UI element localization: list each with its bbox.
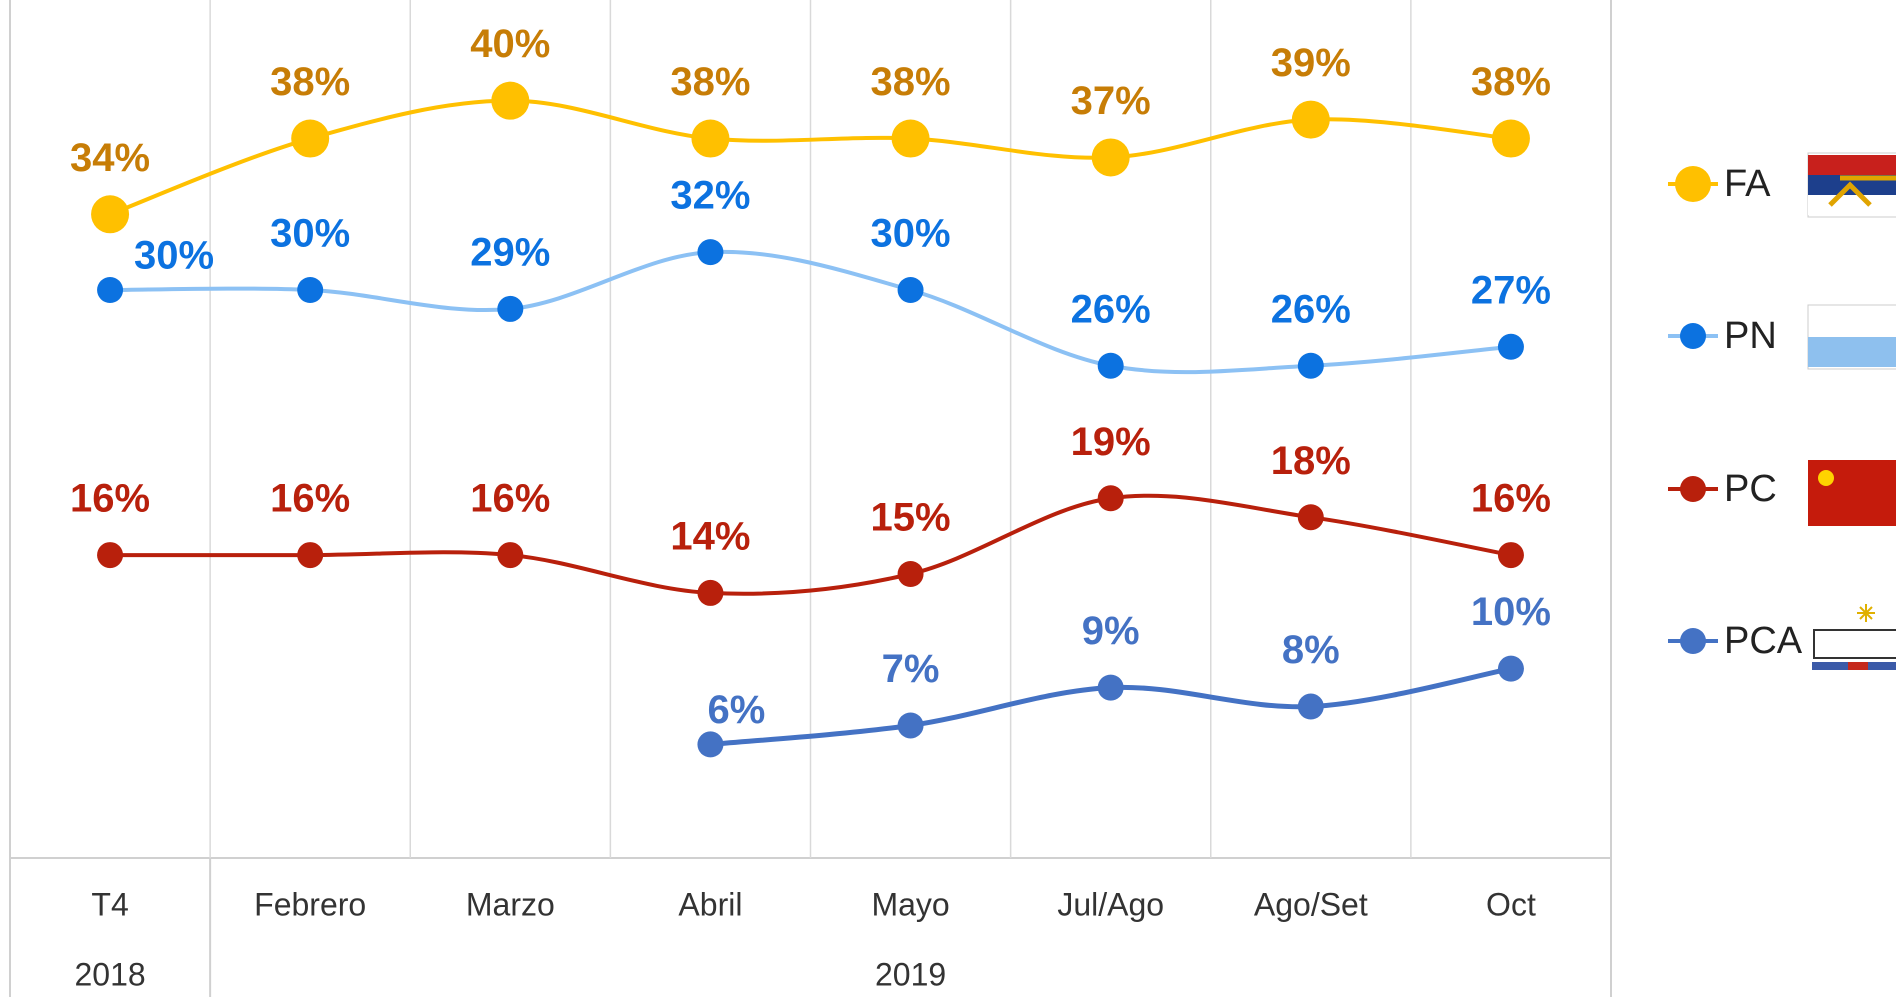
logo <box>1848 662 1868 670</box>
data-label: 34% <box>70 136 150 180</box>
data-label: 32% <box>670 174 750 218</box>
marker <box>297 277 324 303</box>
data-label: 14% <box>670 514 750 558</box>
legend-label: PCA <box>1724 620 1803 662</box>
legend-label: PN <box>1724 315 1777 357</box>
marker <box>897 712 924 739</box>
data-label: 18% <box>1271 439 1351 483</box>
marker <box>1097 674 1124 701</box>
flag <box>1808 195 1896 215</box>
marker <box>697 239 724 266</box>
marker <box>891 119 930 158</box>
x-tick-label: Abril <box>678 886 742 922</box>
data-label: 30% <box>134 234 214 278</box>
data-label: 16% <box>270 477 350 521</box>
marker <box>1497 542 1524 569</box>
marker <box>697 731 724 758</box>
data-label: 9% <box>1082 609 1140 653</box>
x-tick-label: T4 <box>91 886 128 922</box>
data-label: 16% <box>1471 477 1551 521</box>
group-label: 2018 <box>74 956 145 992</box>
marker <box>97 542 124 569</box>
data-label: 37% <box>1071 79 1151 123</box>
x-tick-label: Ago/Set <box>1254 886 1368 922</box>
marker <box>1097 352 1124 379</box>
flag <box>1808 337 1896 367</box>
marker <box>497 542 524 569</box>
marker <box>491 81 530 120</box>
data-label: 30% <box>871 212 951 256</box>
data-label: 40% <box>470 22 550 66</box>
marker <box>897 277 924 303</box>
legend-marker <box>1680 628 1706 654</box>
data-label: 38% <box>670 60 750 104</box>
marker <box>691 119 730 158</box>
marker <box>1297 693 1324 720</box>
flag <box>1818 470 1834 486</box>
flag <box>1828 175 1896 207</box>
legend-marker <box>1680 323 1706 349</box>
x-tick-label: Febrero <box>254 886 366 922</box>
marker <box>1497 333 1524 360</box>
marker <box>1297 504 1324 531</box>
data-label: 39% <box>1271 41 1351 85</box>
marker <box>897 561 924 587</box>
legend-marker <box>1680 476 1706 502</box>
data-label: 8% <box>1282 628 1340 672</box>
data-label: 6% <box>708 688 766 732</box>
marker <box>1091 138 1130 177</box>
data-label: 29% <box>470 230 550 274</box>
data-label: 26% <box>1271 287 1351 331</box>
data-label: 10% <box>1471 590 1551 634</box>
marker <box>1491 119 1530 158</box>
marker <box>1097 485 1124 512</box>
series-line <box>110 249 1512 375</box>
logo <box>1813 629 1896 659</box>
logo <box>1857 604 1875 622</box>
marker <box>291 119 330 158</box>
data-label: 19% <box>1071 420 1151 464</box>
marker <box>1497 655 1524 682</box>
series-line <box>109 98 1512 217</box>
legend-marker <box>1675 166 1711 202</box>
x-tick-label: Marzo <box>466 886 555 922</box>
data-label: 16% <box>470 477 550 521</box>
data-label: 30% <box>270 212 350 256</box>
legend-label: FA <box>1724 163 1771 205</box>
data-label: 16% <box>70 477 150 521</box>
marker <box>697 579 724 606</box>
marker <box>497 295 524 322</box>
data-label: 27% <box>1471 268 1551 312</box>
data-label: 38% <box>270 60 350 104</box>
x-tick-label: Jul/Ago <box>1057 886 1164 922</box>
marker <box>1291 100 1330 139</box>
data-label: 15% <box>871 496 951 540</box>
group-label: 2019 <box>875 956 946 992</box>
x-tick-label: Oct <box>1486 886 1536 922</box>
data-label: 26% <box>1071 287 1151 331</box>
series-line <box>110 493 1512 596</box>
legend-label: PC <box>1724 468 1777 510</box>
flag <box>1808 155 1896 175</box>
marker <box>1297 352 1324 379</box>
marker <box>97 277 124 303</box>
x-tick-label: Mayo <box>871 886 949 922</box>
data-label: 38% <box>1471 60 1551 104</box>
data-label: 38% <box>871 60 951 104</box>
marker <box>91 195 130 234</box>
flag <box>1808 460 1896 526</box>
marker <box>297 542 324 569</box>
data-label: 7% <box>882 647 940 691</box>
